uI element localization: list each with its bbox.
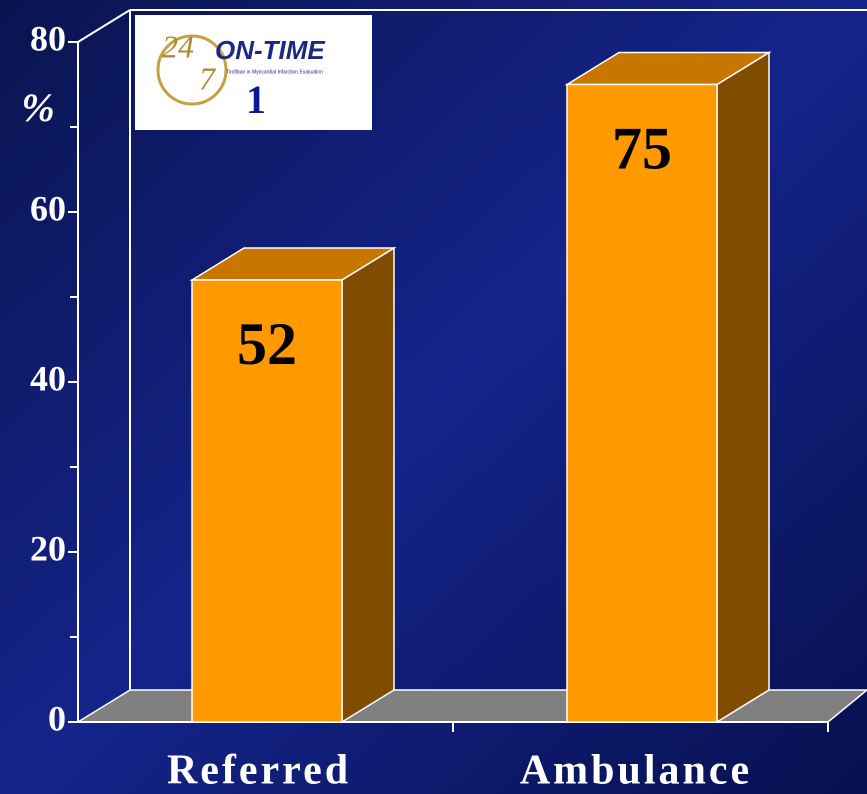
y-tick-label: 60 [30,188,66,228]
bar-side [716,51,770,724]
x-tick-label: Ambulance [520,748,752,794]
x-tick-label: Referred [167,748,351,794]
logo-study: 1 [246,77,266,122]
logo-name: ON-TIME [215,35,325,65]
y-tick-label: 80 [30,18,66,58]
y-tick-label: 0 [48,698,66,738]
y-tick-label: 20 [30,528,66,568]
y-tick-label: 40 [30,358,66,398]
bar [566,83,718,723]
data-label: 75 [612,115,672,181]
y-axis-label: % [21,85,54,130]
plot-area: 0 20 40 60 80% 52 Referred 75 Ambulance [21,9,867,794]
logo-subtitle: Tirofiban in Myocardial Infarction Evalu… [226,69,323,75]
logo-clock [156,34,228,106]
logo-number: 24 [162,28,194,64]
bar [191,279,343,723]
logo-number: 7 [199,60,217,96]
bar-side [341,246,395,724]
logo: 24 7 ON-TIME Tirofiban in Myocardial Inf… [135,15,372,130]
logo-box [135,15,372,130]
axis-corner [77,9,131,43]
data-label: 52 [237,311,297,377]
